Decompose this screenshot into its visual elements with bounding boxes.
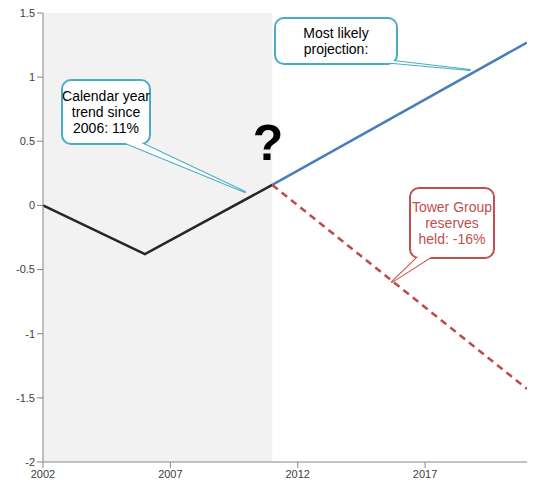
svg-text:-2: -2 [25,456,35,468]
svg-text:2002: 2002 [31,468,55,480]
svg-text:-0.5: -0.5 [16,263,35,275]
svg-text:2007: 2007 [158,468,182,480]
svg-text:-1.5: -1.5 [16,392,35,404]
svg-text:1.5: 1.5 [20,7,35,19]
svg-text:0.5: 0.5 [20,135,35,147]
svg-text:held: -16%: held: -16% [419,231,486,247]
svg-text:2017: 2017 [413,468,437,480]
svg-text:reserves: reserves [425,215,479,231]
svg-text:0: 0 [29,199,35,211]
svg-text:Calendar year: Calendar year [62,88,150,104]
svg-text:1: 1 [29,71,35,83]
svg-text:Most likely: Most likely [303,25,368,41]
svg-text:trend since: trend since [72,104,141,120]
svg-text:-1: -1 [25,328,35,340]
svg-text:Tower Group: Tower Group [412,199,492,215]
svg-text:projection:: projection: [304,41,369,57]
svg-text:2006: 11%: 2006: 11% [73,120,139,136]
svg-text:2012: 2012 [285,468,309,480]
svg-text:?: ? [253,115,284,171]
